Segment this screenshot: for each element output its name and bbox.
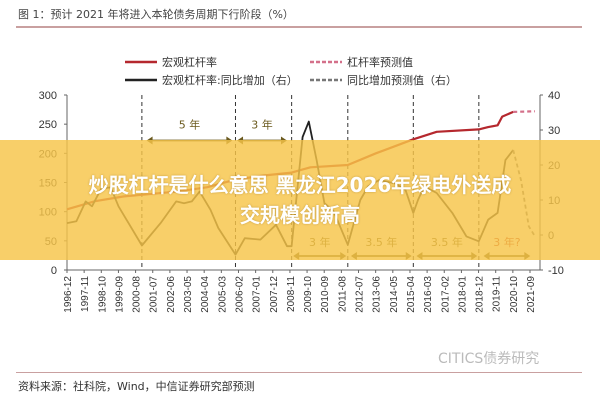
x-tick-label: 2002-06 bbox=[166, 276, 177, 313]
x-tick-label: 2007-01 bbox=[252, 276, 263, 313]
legend-label: 杠杆率预测值 bbox=[347, 55, 413, 69]
y-left-tick-label: 300 bbox=[39, 90, 57, 102]
series-line-1 bbox=[513, 110, 536, 113]
x-tick-label: 2008-11 bbox=[286, 276, 297, 312]
x-tick-label: 2021-09 bbox=[526, 276, 537, 313]
x-tick-label: 2019-11 bbox=[492, 276, 503, 312]
x-tick-label: 2018-12 bbox=[475, 276, 486, 313]
banner-line-2: 交规模创新高 bbox=[240, 203, 360, 227]
x-tick-label: 2016-03 bbox=[423, 276, 434, 313]
chart-title: 图 1：预计 2021 年将进入本轮债务周期下行阶段（%） bbox=[18, 8, 294, 21]
footer-divider bbox=[16, 372, 582, 373]
x-tick-label: 2020-10 bbox=[509, 276, 520, 313]
y-right-tick-label: -10 bbox=[548, 265, 564, 277]
x-tick-label: 2018-01 bbox=[457, 276, 468, 313]
x-tick-label: 2013-06 bbox=[372, 276, 383, 313]
legend-label: 宏观杠杆率:同比增加（右） bbox=[162, 73, 298, 87]
x-tick-label: 2001-07 bbox=[149, 276, 160, 313]
x-tick-label: 2012-07 bbox=[355, 276, 366, 313]
watermark-logo: CITICS债券研究 bbox=[438, 351, 540, 367]
source-note: 资料来源：社科院，Wind，中信证券研究部预测 bbox=[18, 380, 255, 393]
x-tick-label: 2000-08 bbox=[132, 276, 143, 313]
legend-label: 宏观杠杆率 bbox=[162, 55, 217, 69]
x-tick-label: 2017-02 bbox=[440, 276, 451, 313]
cycle-label: 3 年 bbox=[251, 118, 273, 132]
x-tick-label: 2010-09 bbox=[320, 276, 331, 313]
x-tick-label: 2003-05 bbox=[183, 276, 194, 313]
title-divider bbox=[16, 26, 582, 28]
x-tick-label: 2006-02 bbox=[234, 276, 245, 313]
x-tick-label: 1999-09 bbox=[114, 276, 125, 313]
x-tick-label: 2015-04 bbox=[406, 276, 417, 313]
cycle-label: 5 年 bbox=[179, 118, 201, 132]
y-left-tick-label: 0 bbox=[51, 265, 57, 277]
x-tick-label: 2011-08 bbox=[337, 276, 348, 312]
x-tick-label: 1998-10 bbox=[97, 276, 108, 313]
x-tick-label: 2005-03 bbox=[217, 276, 228, 313]
x-tick-label: 2004-04 bbox=[200, 276, 211, 313]
x-tick-label: 2014-05 bbox=[389, 276, 400, 313]
overlay-banner: 炒股杠杆是什么意思 黑龙江2026年绿电外送成 交规模创新高 bbox=[0, 140, 600, 260]
legend-label: 同比增加预测值（右） bbox=[347, 73, 457, 87]
y-right-tick-label: 40 bbox=[548, 90, 560, 102]
x-tick-label: 1997-11 bbox=[80, 276, 91, 312]
y-right-tick-label: 30 bbox=[548, 125, 560, 137]
banner-line-1: 炒股杠杆是什么意思 黑龙江2026年绿电外送成 bbox=[88, 173, 512, 197]
x-tick-label: 1996-12 bbox=[63, 276, 74, 313]
x-tick-label: 2009-10 bbox=[303, 276, 314, 313]
y-left-tick-label: 250 bbox=[39, 119, 57, 131]
x-tick-label: 2007-12 bbox=[269, 276, 280, 313]
